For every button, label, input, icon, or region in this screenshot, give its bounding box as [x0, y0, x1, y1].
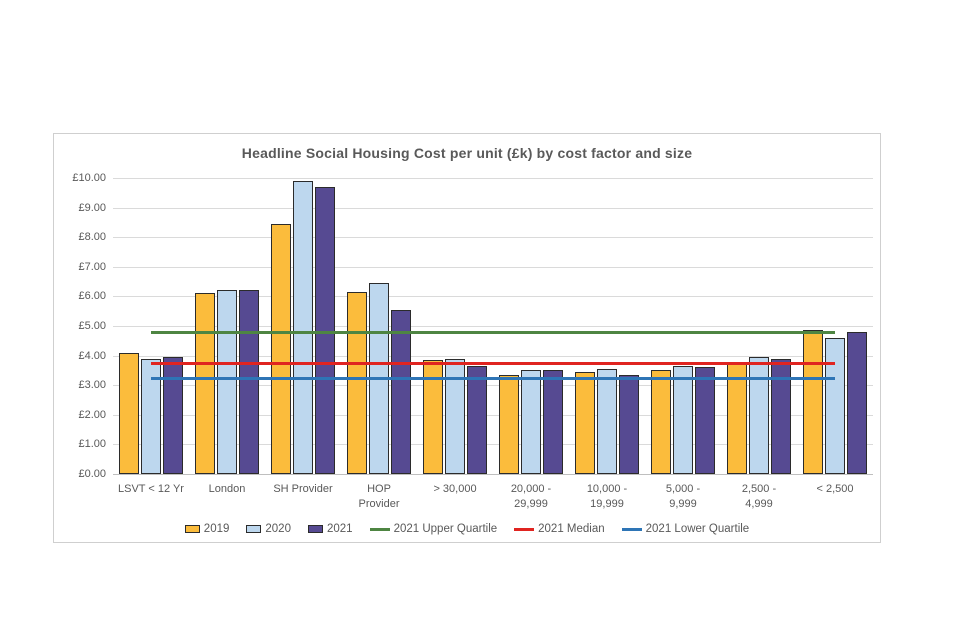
bar-2021: [315, 186, 335, 474]
y-tick-label: £9.00: [78, 201, 106, 214]
legend-line-swatch-icon: [514, 527, 535, 531]
bar-2019: [803, 330, 823, 474]
x-tick-label: HOP Provider: [358, 483, 400, 510]
y-tick-label: £4.00: [78, 349, 106, 362]
legend-swatch-icon: [184, 525, 200, 533]
bar-group: [721, 178, 797, 474]
bar-2020: [293, 180, 313, 474]
x-tick-label: 2,500 - 4,999: [741, 483, 777, 510]
y-tick-label: £0.00: [78, 468, 106, 480]
reference-line-2021-upper-quartile: [151, 330, 835, 334]
bar-group: [569, 178, 645, 474]
x-tick-label: London: [208, 483, 246, 495]
bar-2020: [141, 358, 161, 474]
bar-2020: [749, 357, 769, 474]
bar-2021: [771, 358, 791, 474]
legend-label: 2021 Upper Quartile: [393, 523, 498, 535]
gridline: [113, 414, 873, 416]
y-tick-label: £10.00: [72, 172, 106, 184]
y-tick-label: £2.00: [78, 408, 106, 421]
bar-2020: [217, 290, 237, 474]
legend-item-2021-median: 2021 Median: [514, 523, 605, 535]
gridline: [113, 207, 873, 209]
bar-group: [189, 178, 265, 474]
gridline: [113, 444, 873, 446]
x-tick-label: SH Provider: [273, 483, 333, 495]
bar-2019: [575, 371, 595, 474]
x-tick-label: < 2,500: [816, 483, 854, 495]
plot-area: [113, 178, 873, 475]
x-axis: LSVT < 12 Yr London SH Provider HOP Provide…: [113, 482, 873, 512]
legend-item-2021: 2021: [307, 523, 353, 535]
bar-group: [493, 178, 569, 474]
bar-2019: [271, 223, 291, 474]
y-tick-label: £5.00: [78, 320, 106, 332]
bar-group: [265, 178, 341, 474]
bar-2019: [423, 360, 443, 474]
legend-swatch-icon: [307, 525, 323, 533]
bar-2021: [163, 357, 183, 474]
bar-group: [797, 178, 873, 474]
y-axis: £10.00 £9.00 £8.00 £7.00 £6.00 £5.00 £4.00 £3.0…: [54, 134, 106, 542]
legend: 2019 2020 2021 2021 Upper Quartile 2021 Medi…: [54, 523, 880, 535]
bar-2020: [445, 358, 465, 474]
legend-item-2021-lower-quartile: 2021 Lower Quartile: [621, 523, 750, 535]
y-tick-label: £3.00: [78, 379, 106, 392]
legend-swatch-icon: [246, 525, 262, 533]
bar-groups: [113, 178, 873, 474]
x-tick-label: 10,000 - 19,999: [586, 483, 628, 510]
legend-label: 2020: [265, 523, 291, 535]
bar-2021: [695, 367, 715, 474]
reference-line-2021-lower-quartile: [151, 377, 835, 381]
gridline: [113, 355, 873, 357]
legend-item-2020: 2020: [246, 523, 291, 535]
legend-label: 2019: [203, 523, 230, 535]
bar-2021: [467, 365, 487, 474]
bar-2019: [651, 370, 671, 474]
reference-line-2021-median: [151, 361, 835, 365]
y-tick-label: £7.00: [78, 260, 106, 273]
x-tick-label: 20,000 - 29,999: [510, 483, 552, 510]
bar-2019: [119, 352, 139, 474]
legend-item-2019: 2019: [184, 523, 230, 535]
legend-item-2021-upper-quartile: 2021 Upper Quartile: [369, 523, 498, 535]
bar-2020: [521, 370, 541, 474]
bar-2019: [195, 293, 215, 474]
bar-2021: [543, 370, 563, 474]
x-tick-label: LSVT < 12 Yr: [118, 483, 184, 495]
legend-line-swatch-icon: [369, 527, 390, 531]
gridline: [113, 326, 873, 327]
x-tick-label: > 30,000: [433, 483, 477, 495]
legend-label: 2021: [326, 523, 353, 535]
gridline: [113, 296, 873, 298]
chart-panel: Headline Social Housing Cost per unit (£…: [53, 133, 881, 543]
bar-2020: [825, 337, 845, 474]
legend-label: 2021 Median: [538, 523, 605, 535]
bar-group: [341, 178, 417, 474]
legend-label: 2021 Lower Quartile: [645, 523, 750, 535]
bar-2021: [239, 290, 259, 474]
gridline: [113, 178, 873, 179]
bar-2020: [597, 368, 617, 474]
bar-2021: [391, 309, 411, 474]
chart-title: Headline Social Housing Cost per unit (£…: [241, 145, 693, 161]
y-tick-label: £8.00: [78, 231, 106, 244]
legend-line-swatch-icon: [621, 527, 642, 531]
gridline: [113, 237, 873, 239]
bar-2019: [499, 374, 519, 474]
bar-group: [645, 178, 721, 474]
bar-group: [113, 178, 189, 474]
y-tick-label: £1.00: [78, 438, 106, 451]
gridline: [113, 385, 873, 387]
x-tick-label: 5,000 - 9,999: [665, 483, 701, 510]
y-tick-label: £6.00: [78, 290, 106, 303]
gridline: [113, 266, 873, 268]
bar-group: [417, 178, 493, 474]
bar-2019: [347, 291, 367, 474]
bar-2021: [619, 374, 639, 474]
bar-2021: [847, 331, 867, 474]
bar-2020: [673, 365, 693, 474]
